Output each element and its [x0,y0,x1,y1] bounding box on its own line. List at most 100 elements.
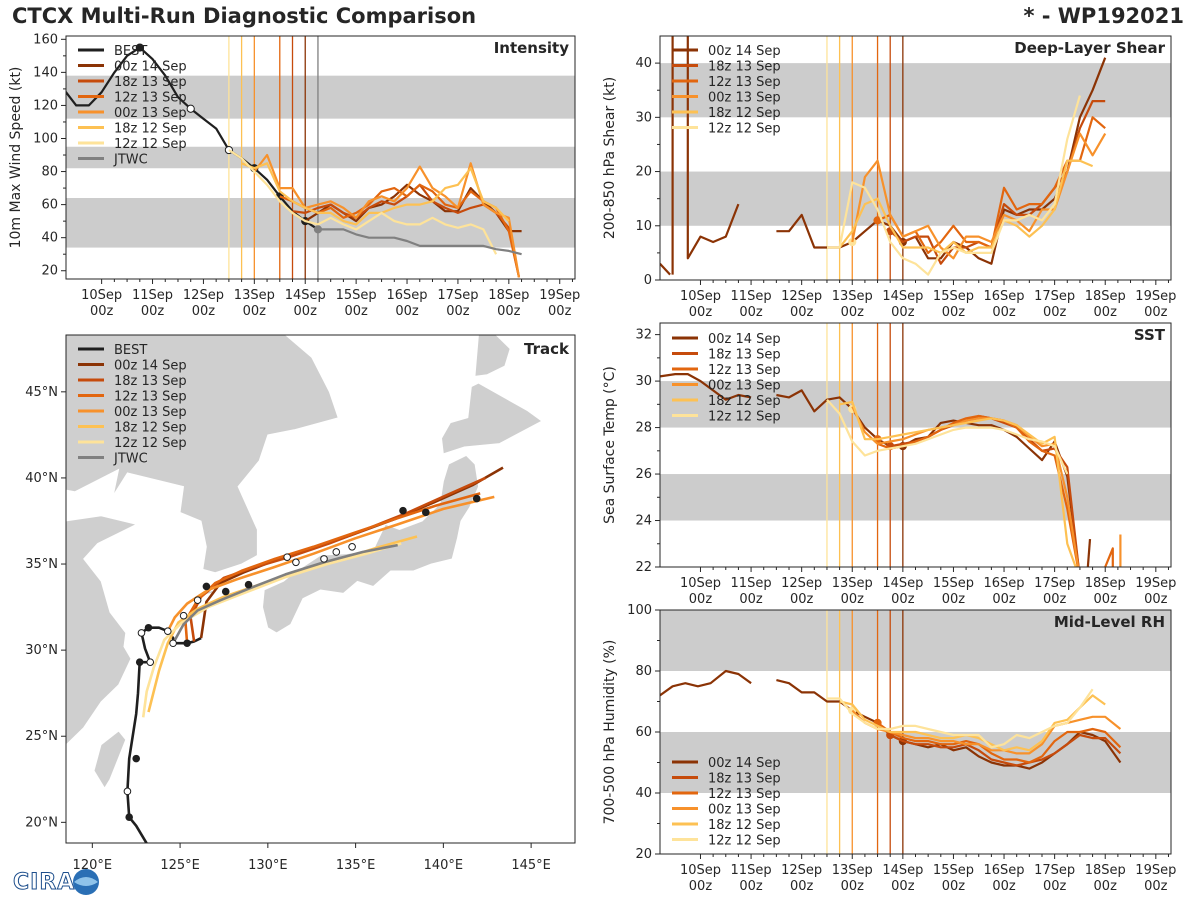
y-tick-label: 120 [33,98,58,113]
x-tick-label-day: 13Sep [832,289,873,304]
track-line-JTWC [171,543,398,644]
series-line-run12z12 [826,398,1069,475]
x-tick-label-day: 13Sep [234,288,275,303]
x-tick-label-hour: 00z [739,879,763,894]
x-tick-label-day: 13Sep [832,863,873,878]
x-tick-label-hour: 00z [689,305,713,320]
x-tick-label-day: 11Sep [731,289,772,304]
legend-label: 00z 13 Sep [708,803,781,818]
x-tick-label-day: 18Sep [1085,863,1126,878]
track-position-marker [320,555,328,563]
series-line-run00z13 [851,406,1080,567]
x-tick-label-hour: 00z [1144,592,1168,607]
panel-title: SST [1134,326,1166,344]
legend-label: 18z 13 Sep [114,374,187,389]
legend-label: 18z 13 Sep [708,348,781,363]
shade-band [660,474,1171,521]
track-position-marker [202,582,211,591]
track-position-marker [125,813,133,821]
x-tick-label-hour: 00z [1094,879,1118,894]
plot-area [660,36,1171,280]
legend-label: 00z 14 Sep [708,756,781,771]
y-tick-label: 80 [41,165,58,180]
x-tick-label-hour: 00z [548,304,572,319]
lon-tick-label: 120°E [73,858,113,873]
intensity-panel: 2040608010012014016010Sep00z11Sep00z12Se… [8,32,580,319]
series-line-run00z13 [851,709,1122,755]
track-position-marker [123,787,132,796]
y-tick-label: 22 [635,560,652,575]
x-tick-label-hour: 00z [192,304,216,319]
taiwan [93,730,127,789]
series-line-run00z14 [660,262,671,276]
x-tick-label-day: 13Sep [832,576,873,591]
map-area [66,335,575,843]
track-position-marker [348,543,356,551]
track-position-marker [244,580,253,589]
y-tick-label: 32 [635,328,652,343]
legend-label: 18z 13 Sep [114,75,187,90]
shade-band [66,146,575,169]
plot-area [66,36,575,279]
lon-tick-label: 130°E [248,858,288,873]
shade-band [660,171,1171,226]
track-position-marker [135,658,144,666]
track-position-marker [179,611,188,620]
plot-area [660,610,1171,854]
y-tick-label: 60 [41,198,58,213]
y-tick-label: 10 [635,219,652,234]
legend-label: 00z 14 Sep [114,359,187,374]
x-tick-label-day: 15Sep [933,289,974,304]
legend-label: 18z 13 Sep [708,772,781,787]
series-line-run12z13 [876,722,1122,764]
lat-tick-label: 25°N [25,729,58,744]
x-tick-label-day: 18Sep [1085,576,1126,591]
x-tick-label-day: 10Sep [680,863,721,878]
track-position-marker [146,658,155,666]
legend-label: 00z 13 Sep [114,405,187,420]
y-tick-label: 30 [635,374,652,389]
legend-label: 00z 14 Sep [708,44,781,59]
sakhalin [474,335,511,377]
x-tick-label-hour: 00z [992,305,1016,320]
y-tick-label: 80 [635,664,652,679]
x-tick-label-hour: 00z [841,879,865,894]
track-position-marker [144,623,153,632]
x-tick-label-day: 16Sep [387,288,428,303]
y-tick-label: 100 [33,131,58,146]
cira-logo-text: CIRA [12,870,76,896]
lat-tick-label: 35°N [25,557,58,572]
x-tick-label-hour: 00z [689,592,713,607]
y-tick-label: 0 [644,273,652,288]
shade-band [660,381,1171,428]
data-point-marker [186,104,195,113]
legend-label: 12z 13 Sep [708,787,781,802]
y-tick-label: 140 [33,65,58,80]
y-tick-label: 30 [635,110,652,125]
x-tick-label-hour: 00z [942,592,966,607]
lat-tick-label: 45°N [25,385,58,400]
x-tick-label-hour: 00z [891,592,915,607]
y-tick-label: 24 [635,514,652,529]
legend-label: 12z 13 Sep [114,91,187,106]
panel-title: Intensity [494,39,570,57]
x-tick-label-hour: 00z [739,592,763,607]
x-tick-label-day: 11Sep [731,863,772,878]
x-tick-label-hour: 00z [344,304,368,319]
series-line-run00z13 [851,132,1107,260]
series-line-run18z13 [889,733,1122,767]
legend-label: 12z 12 Sep [114,137,187,152]
cira-logo-icon [73,869,99,895]
x-tick-label-day: 12Sep [781,289,822,304]
x-tick-label-hour: 00z [942,879,966,894]
x-tick-label-day: 16Sep [984,863,1025,878]
legend-label: BEST [114,343,147,358]
shear-panel: 01020304010Sep00z11Sep00z12Sep00z13Sep00… [602,35,1176,320]
track-position-marker [472,494,481,503]
y-axis-label: 700-500 hPa Humidity (%) [602,640,618,825]
y-axis-label: 10m Max Wind Speed (kt) [8,67,24,249]
series-line-run12z12 [827,95,1081,276]
y-tick-label: 60 [635,725,652,740]
series-line-run12z13 [877,414,1079,567]
